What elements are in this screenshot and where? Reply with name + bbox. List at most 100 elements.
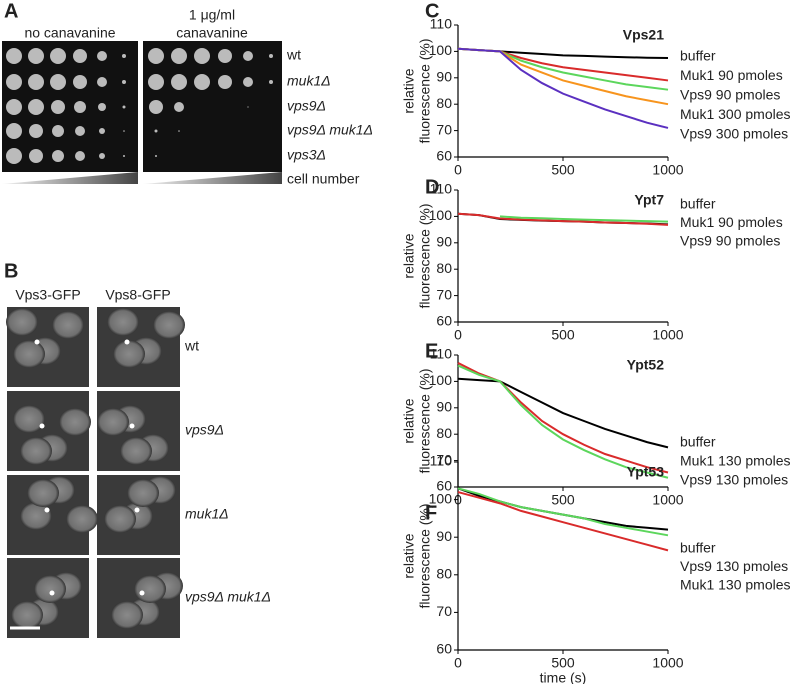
gfp-dot	[49, 590, 55, 596]
legend-label: Muk1 130 pmoles	[680, 453, 791, 469]
chart-title: Vps21	[623, 27, 664, 43]
colony	[247, 106, 249, 108]
panel-letter: F	[425, 502, 437, 524]
y-tick-label: 110	[430, 16, 453, 32]
colony	[171, 74, 187, 90]
cell	[153, 311, 185, 339]
y-tick-label: 90	[436, 528, 452, 544]
y-tick-label: 100	[429, 42, 453, 58]
colony	[122, 105, 126, 109]
y-axis-label: relative	[401, 533, 417, 578]
y-axis-label: fluorescence (%)	[417, 203, 433, 308]
strain-label: muk1Δ	[287, 73, 331, 89]
panel-letter: C	[425, 0, 439, 22]
data-line	[457, 487, 669, 537]
micrographs	[6, 307, 185, 638]
cell	[34, 575, 66, 603]
gfp-dot	[34, 339, 40, 345]
plate	[143, 41, 282, 172]
data-line	[457, 491, 669, 552]
y-tick-label: 110	[430, 181, 453, 197]
y-tick-label: 80	[436, 260, 452, 276]
strain-label: wt	[286, 47, 301, 63]
colony	[6, 123, 22, 139]
cell	[52, 311, 84, 339]
x-tick-label: 500	[551, 492, 575, 508]
cell	[97, 408, 129, 436]
colony	[148, 74, 164, 90]
colony	[50, 74, 66, 90]
colony	[218, 49, 232, 63]
y-tick-label: 60	[436, 641, 452, 657]
cell	[111, 601, 143, 629]
cell	[6, 308, 38, 336]
strain-label: vps3Δ	[287, 147, 326, 163]
colony	[75, 151, 85, 161]
cell	[104, 505, 136, 533]
legend-label: Vps9 90 pmoles	[680, 233, 780, 249]
colony	[155, 155, 157, 157]
colony	[6, 48, 22, 64]
cell	[13, 340, 45, 368]
y-tick-label: 60	[436, 478, 452, 494]
colony	[97, 77, 107, 87]
x-tick-label: 1000	[652, 162, 683, 178]
legend-label: Vps9 90 pmoles	[680, 87, 780, 103]
legend-label: Vps9 130 pmoles	[680, 558, 788, 574]
y-tick-label: 70	[436, 603, 452, 619]
colony	[149, 100, 163, 114]
data-line	[457, 364, 669, 479]
x-tick-label: 1000	[652, 655, 683, 671]
colony	[29, 124, 43, 138]
x-tick-label: 1000	[652, 492, 683, 508]
genotype-label: vps9Δ muk1Δ	[185, 589, 271, 605]
colony	[52, 125, 64, 137]
colony	[269, 80, 273, 84]
y-axis-label: fluorescence (%)	[417, 503, 433, 608]
legend-label: Muk1 130 pmoles	[680, 577, 791, 593]
y-tick-label: 90	[436, 69, 452, 85]
gfp-dot	[134, 507, 140, 513]
genotype-label: muk1Δ	[185, 506, 229, 522]
colony	[123, 155, 125, 157]
colony	[243, 51, 253, 61]
cell	[11, 601, 43, 629]
colony	[28, 99, 44, 115]
y-tick-label: 70	[436, 451, 452, 467]
colony	[28, 74, 44, 90]
gfp-dot	[39, 423, 45, 429]
genotype-label: wt	[184, 338, 199, 354]
panel-letter: E	[425, 340, 438, 362]
colony	[122, 54, 126, 58]
colony	[269, 54, 273, 58]
chart-title: Ypt7	[634, 192, 664, 208]
gradient-wedge	[143, 172, 282, 184]
chart-title: Ypt52	[627, 357, 665, 373]
colony	[75, 126, 85, 136]
x-tick-label: 0	[454, 327, 462, 343]
colony	[171, 48, 187, 64]
y-tick-label: 100	[429, 372, 453, 388]
x-tick-label: 0	[454, 162, 462, 178]
cell	[107, 308, 139, 336]
legend-label: buffer	[680, 48, 716, 64]
cell	[127, 479, 159, 507]
y-tick-label: 80	[436, 425, 452, 441]
y-tick-label: 100	[429, 490, 453, 506]
colony	[52, 150, 64, 162]
y-axis-label: relative	[401, 233, 417, 278]
gfp-dot	[124, 339, 130, 345]
legend-label: buffer	[680, 196, 716, 212]
y-axis-label: relative	[401, 398, 417, 443]
column-label: Vps8-GFP	[105, 287, 170, 303]
strain-label: vps9Δ	[287, 98, 326, 114]
data-line	[499, 215, 669, 223]
gradient-label: cell number	[287, 171, 360, 187]
cell	[20, 437, 52, 465]
legend-label: Muk1 90 pmoles	[680, 67, 783, 83]
cell	[59, 408, 91, 436]
cell	[20, 502, 52, 530]
legend-label: Vps9 130 pmoles	[680, 472, 788, 488]
colony	[6, 148, 22, 164]
